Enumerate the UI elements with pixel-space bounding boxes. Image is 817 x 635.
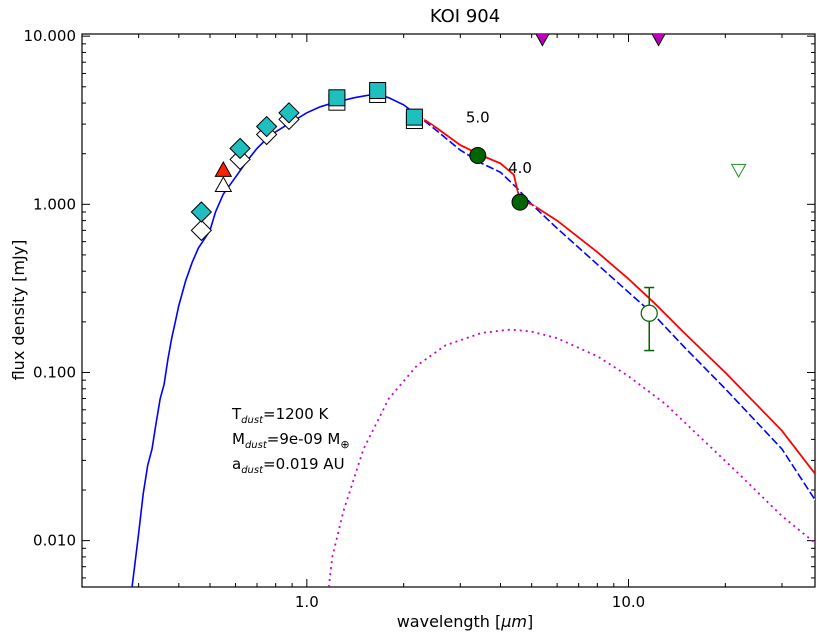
wise-detection-point xyxy=(511,193,529,211)
total-model-line xyxy=(416,114,815,475)
parameter-subscript: dust xyxy=(245,440,268,451)
upper-limit-green xyxy=(730,163,747,179)
observed-square xyxy=(328,89,346,107)
model-triangle xyxy=(214,176,233,193)
plot-clipped-layer xyxy=(131,34,815,587)
annotation-label: 5.0 xyxy=(466,109,490,127)
parameter-subscript: dust xyxy=(241,465,264,476)
x-tick-label: 10.0 xyxy=(612,593,645,611)
y-tick-label: 0.010 xyxy=(33,532,76,550)
observed-diamond xyxy=(229,137,251,160)
y-tick-label: 1.000 xyxy=(33,195,76,213)
wise-open-point xyxy=(640,304,658,322)
photosphere-line xyxy=(131,93,815,587)
parameter-subscript: dust xyxy=(241,415,264,426)
parameter-symbol: T xyxy=(231,405,242,423)
model-diamond xyxy=(229,148,251,171)
x-axis-label-suffix: ] xyxy=(527,612,533,631)
parameter-symbol: M xyxy=(232,430,245,448)
parameter-line: adust=0.019 AU xyxy=(232,455,345,476)
upper-limit-purple xyxy=(535,34,550,47)
x-tick-label: 1.0 xyxy=(295,593,319,611)
observed-diamond xyxy=(278,102,300,124)
plot-area: 1.0 10.00.0100.1001.00010.0005.04.0Tdust=… xyxy=(24,27,816,611)
parameter-value: =0.019 AU xyxy=(263,455,345,473)
observed-square xyxy=(405,108,423,126)
parameter-line: Mdust=9e-09 M⊕ xyxy=(232,430,350,451)
chart-title: KOI 904 xyxy=(430,6,500,27)
model-diamond xyxy=(190,219,213,242)
x-axis-label-prefix: wavelength [ xyxy=(397,612,502,631)
y-tick-label: 0.100 xyxy=(33,363,76,381)
x-axis-label: wavelength [μm] xyxy=(397,612,534,631)
observed-red-triangle xyxy=(214,160,233,177)
wise-detection-point xyxy=(469,147,487,165)
dust-component-line xyxy=(327,328,815,587)
x-axis-label-unit: μm xyxy=(500,612,527,631)
axes-frame xyxy=(81,33,816,588)
parameter-line: Tdust=1200 K xyxy=(231,405,330,426)
upper-limit-purple xyxy=(651,34,666,47)
y-axis-label: flux density [mJy] xyxy=(9,240,28,381)
parameter-value: =9e-09 M xyxy=(267,430,341,448)
photosphere-tail-gaps xyxy=(416,114,815,501)
y-tick-label: 10.000 xyxy=(24,27,77,45)
parameter-value: =1200 K xyxy=(263,405,330,423)
observed-square xyxy=(369,82,387,100)
observed-diamond xyxy=(255,115,278,138)
parameter-symbol: a xyxy=(232,455,241,473)
annotation-label: 4.0 xyxy=(508,159,532,177)
observed-diamond xyxy=(190,201,213,223)
earth-symbol: ⊕ xyxy=(340,438,349,451)
